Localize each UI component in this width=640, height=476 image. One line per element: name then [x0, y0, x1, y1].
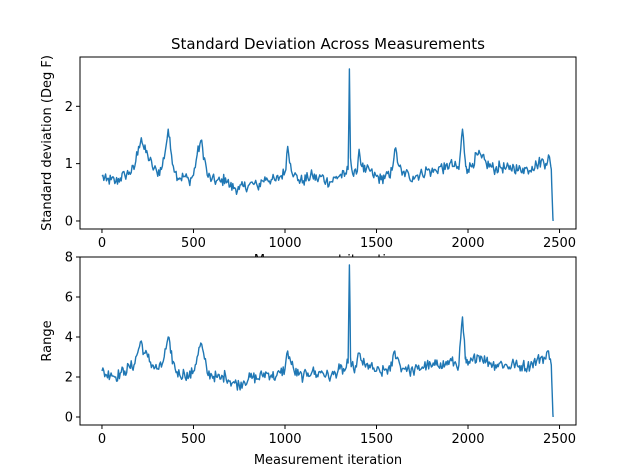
- y-axis-label: Standard deviation (Deg F): [40, 55, 55, 231]
- x-tick-label: 1500: [360, 236, 393, 251]
- y-tick-label: 8: [65, 251, 73, 266]
- y-tick-label: 4: [65, 331, 73, 346]
- plot-line-layer: [101, 264, 554, 418]
- series-line: [101, 264, 554, 418]
- x-tick-label: 2500: [543, 432, 576, 447]
- x-tick-label: 500: [181, 236, 206, 251]
- plot-line-layer: [101, 68, 554, 222]
- y-tick-label: 2: [65, 100, 73, 115]
- x-tick-label: 0: [98, 432, 106, 447]
- y-tick-label: 2: [65, 371, 73, 386]
- x-tick-label: 0: [98, 236, 106, 251]
- x-tick-label: 1000: [268, 432, 301, 447]
- series-line: [101, 68, 554, 222]
- x-tick-label: 2000: [451, 236, 484, 251]
- plot-background: [80, 257, 576, 425]
- x-tick-label: 2500: [543, 236, 576, 251]
- x-tick-label: 1000: [268, 236, 301, 251]
- y-ticks: 0 1 2: [65, 100, 80, 229]
- y-tick-label: 0: [65, 411, 73, 426]
- y-tick-label: 6: [65, 291, 73, 306]
- chart-range: 0 500 1000 1500 2000 2500 0 2 4 6 8 Measurement i…: [40, 251, 577, 468]
- x-tick-label: 500: [181, 432, 206, 447]
- y-ticks: 0 2 4 6 8: [65, 251, 80, 426]
- x-ticks: 0 500 1000 1500 2000 2500: [98, 425, 576, 447]
- x-tick-label: 2000: [451, 432, 484, 447]
- x-axis-label: Measurement iteration: [254, 453, 402, 468]
- y-tick-label: 0: [65, 214, 73, 229]
- y-tick-label: 1: [65, 157, 73, 172]
- x-ticks: 0 500 1000 1500 2000 2500: [98, 229, 576, 251]
- plot-frame: [79, 256, 577, 426]
- plot-frame: [79, 56, 577, 230]
- chart-title: Standard Deviation Across Measurements: [171, 35, 485, 53]
- x-tick-label: 1500: [360, 432, 393, 447]
- y-axis-label: Range: [40, 320, 55, 361]
